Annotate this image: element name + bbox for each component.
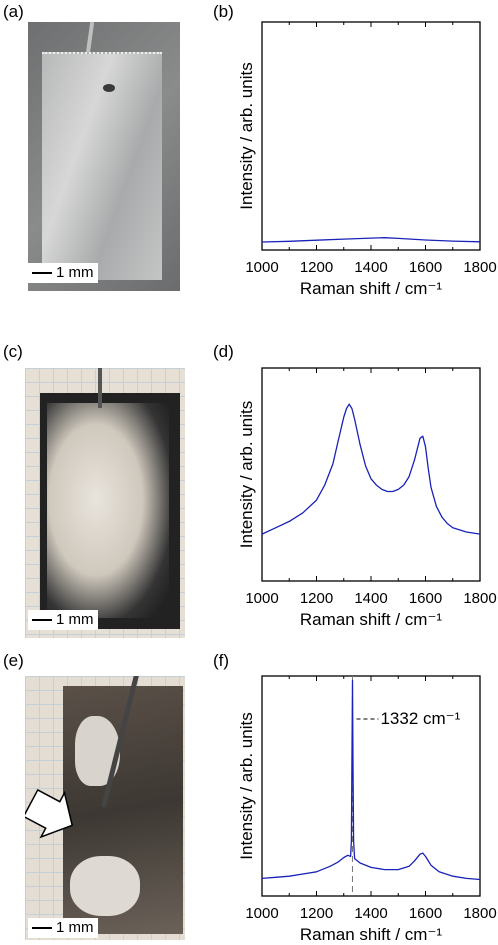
scale-bar-text: 1 mm xyxy=(56,264,94,281)
x-tick-label: 1000 xyxy=(245,259,278,276)
y-axis-title: Intensity / arb. units xyxy=(237,712,256,859)
x-tick-label: 1400 xyxy=(354,905,387,922)
x-tick-label: 1000 xyxy=(245,590,278,607)
x-tick-label: 1400 xyxy=(354,259,387,276)
scale-bar-line xyxy=(32,926,52,929)
photo-plate-diamond-deposit xyxy=(25,676,185,940)
scale-bar-text: 1 mm xyxy=(56,611,94,628)
deposit-area xyxy=(47,403,169,618)
x-tick-label: 1200 xyxy=(300,259,333,276)
x-tick-label: 1600 xyxy=(409,590,442,607)
plate-hole xyxy=(103,84,115,92)
plate-surface xyxy=(42,52,162,280)
annotation-label: 1332 cm⁻¹ xyxy=(380,709,460,728)
panel-label-e: (e) xyxy=(3,651,24,670)
deposit-bright-2 xyxy=(70,856,140,916)
panel-label-f: (f) xyxy=(213,651,230,670)
raman-spectrum-line xyxy=(261,237,481,243)
scale-bar-e: 1 mm xyxy=(28,918,98,938)
x-tick-label: 1600 xyxy=(409,259,442,276)
x-tick-label: 1000 xyxy=(245,905,278,922)
x-tick-label: 1200 xyxy=(300,905,333,922)
arrow-icon xyxy=(25,788,74,839)
photo-aluminum-plate xyxy=(28,22,180,291)
panel-label-b: (b) xyxy=(213,2,234,21)
y-axis-title: Intensity / arb. units xyxy=(237,62,256,209)
panel-label-a: (a) xyxy=(3,2,24,21)
plate-wire xyxy=(98,368,102,408)
panel-label-c: (c) xyxy=(3,342,23,361)
scale-bar-text: 1 mm xyxy=(56,919,94,936)
photo-plate-carbon-deposit xyxy=(25,368,185,638)
x-tick-label: 1800 xyxy=(463,259,496,276)
panel-label-d: (d) xyxy=(213,342,234,361)
x-tick-label: 1800 xyxy=(463,590,496,607)
x-axis-title: Raman shift / cm⁻¹ xyxy=(300,279,443,298)
scale-bar-line xyxy=(32,271,52,274)
scale-bar-line xyxy=(32,618,52,621)
x-tick-label: 1600 xyxy=(409,905,442,922)
x-tick-label: 1200 xyxy=(300,590,333,607)
y-axis-title: Intensity / arb. units xyxy=(237,401,256,548)
x-tick-label: 1400 xyxy=(354,590,387,607)
x-axis-title: Raman shift / cm⁻¹ xyxy=(300,610,443,629)
x-axis-title: Raman shift / cm⁻¹ xyxy=(300,925,443,944)
scale-bar-c: 1 mm xyxy=(28,610,98,630)
scale-bar-a: 1 mm xyxy=(28,263,98,283)
x-tick-label: 1800 xyxy=(463,905,496,922)
raman-spectrum-line xyxy=(261,679,481,881)
raman-spectrum-line xyxy=(261,403,481,535)
